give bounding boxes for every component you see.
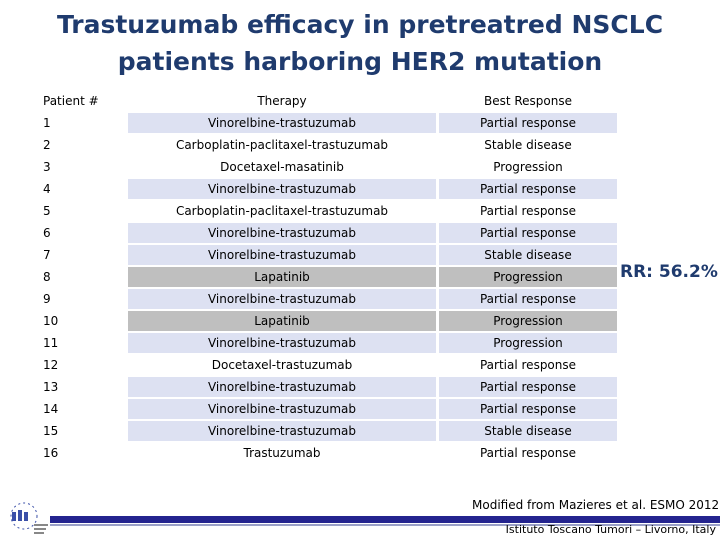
cell-response: Partial response: [479, 358, 577, 372]
table-row: 10 Lapatinib Progression: [25, 311, 617, 331]
cell-response: Partial response: [439, 289, 617, 309]
table-row: 8 Lapatinib Progression: [25, 267, 617, 287]
cell-therapy: Vinorelbine-trastuzumab: [128, 399, 436, 419]
cell-response: Stable disease: [439, 421, 617, 441]
cell-therapy: Vinorelbine-trastuzumab: [128, 377, 436, 397]
cell-response: Partial response: [479, 446, 577, 460]
table-row: 9 Vinorelbine-trastuzumab Partial response: [25, 289, 617, 309]
cell-therapy: Trastuzumab: [243, 446, 321, 460]
cell-patient: 7: [43, 248, 51, 262]
table-row: 16 Trastuzumab Partial response: [25, 443, 617, 463]
cell-response: Partial response: [439, 223, 617, 243]
cell-patient: 9: [43, 292, 51, 306]
table-row: 14 Vinorelbine-trastuzumab Partial respons…: [25, 399, 617, 419]
table-row: 12 Docetaxel-trastuzumab Partial response: [25, 355, 617, 375]
cell-response: Partial response: [479, 204, 577, 218]
table-header-row: Patient # Therapy Best Response: [25, 91, 617, 111]
cell-response: Partial response: [439, 179, 617, 199]
cell-patient: 2: [43, 138, 51, 152]
cell-response: Partial response: [439, 399, 617, 419]
cell-therapy: Docetaxel-masatinib: [220, 160, 344, 174]
cell-therapy: Carboplatin-paclitaxel-trastuzumab: [175, 204, 389, 218]
cell-therapy: Vinorelbine-trastuzumab: [128, 245, 436, 265]
cell-patient: 4: [43, 182, 51, 196]
table-row: 11 Vinorelbine-trastuzumab Progression: [25, 333, 617, 353]
cell-response: Partial response: [439, 377, 617, 397]
source-note: Modified from Mazieres et al. ESMO 2012: [472, 498, 720, 512]
table-row: 1 Vinorelbine-trastuzumab Partial response: [25, 113, 617, 133]
cell-patient: 5: [43, 204, 51, 218]
table-row: 7 Vinorelbine-trastuzumab Stable disease: [25, 245, 617, 265]
cell-patient: 12: [43, 358, 59, 372]
table-row: 6 Vinorelbine-trastuzumab Partial response: [25, 223, 617, 243]
cell-response: Progression: [439, 311, 617, 331]
table-row: 15 Vinorelbine-trastuzumab Stable disease: [25, 421, 617, 441]
cell-response: Stable disease: [484, 138, 572, 152]
cell-response: Partial response: [439, 113, 617, 133]
table-row: 4 Vinorelbine-trastuzumab Partial response: [25, 179, 617, 199]
cell-therapy: Lapatinib: [128, 267, 436, 287]
cell-response: Progression: [493, 160, 563, 174]
cell-patient: 15: [43, 424, 59, 438]
cell-patient: 1: [43, 116, 51, 130]
table-row: 13 Vinorelbine-trastuzumab Partial respons…: [25, 377, 617, 397]
cell-therapy: Lapatinib: [128, 311, 436, 331]
table-row: 3 Docetaxel-masatinib Progression: [25, 157, 617, 177]
cell-therapy: Vinorelbine-trastuzumab: [128, 333, 436, 353]
cell-patient: 6: [43, 226, 51, 240]
cell-therapy: Vinorelbine-trastuzumab: [128, 113, 436, 133]
cell-response: Progression: [439, 333, 617, 353]
slide-title: Trastuzumab efficacy in pretreatred NSCL…: [0, 6, 720, 80]
cell-therapy: Vinorelbine-trastuzumab: [128, 179, 436, 199]
cell-therapy: Vinorelbine-trastuzumab: [128, 223, 436, 243]
table-row: 5 Carboplatin-paclitaxel-trastuzumab Parti…: [25, 201, 617, 221]
footer-divider: [50, 524, 720, 526]
cell-response: Progression: [439, 267, 617, 287]
header-response: Best Response: [483, 94, 573, 108]
header-therapy: Therapy: [257, 94, 307, 108]
cell-response: Stable disease: [439, 245, 617, 265]
institute-name: Istituto Toscano Tumori – Livorno, Italy: [505, 523, 716, 536]
results-table: Patient # Therapy Best Response 1 Vinorel…: [22, 89, 620, 465]
cell-patient: 11: [43, 336, 59, 350]
title-line-2: patients harboring HER2 mutation: [117, 47, 603, 76]
footer-bar: [50, 516, 720, 523]
cell-patient: 8: [43, 270, 51, 284]
table-row: 2 Carboplatin-paclitaxel-trastuzumab Stabl…: [25, 135, 617, 155]
cell-patient: 10: [43, 314, 59, 328]
cell-therapy: Vinorelbine-trastuzumab: [128, 289, 436, 309]
header-patient: Patient #: [43, 94, 99, 108]
institute-logo-icon: [10, 502, 48, 534]
cell-patient: 3: [43, 160, 51, 174]
cell-patient: 16: [43, 446, 59, 460]
cell-patient: 14: [43, 402, 59, 416]
response-rate-label: RR: 56.2%: [620, 262, 718, 282]
cell-therapy: Docetaxel-trastuzumab: [211, 358, 353, 372]
title-line-1: Trastuzumab efficacy in pretreatred NSCL…: [56, 10, 664, 39]
cell-therapy: Carboplatin-paclitaxel-trastuzumab: [175, 138, 389, 152]
cell-patient: 13: [43, 380, 59, 394]
table-body: 1 Vinorelbine-trastuzumab Partial response…: [25, 113, 617, 463]
cell-therapy: Vinorelbine-trastuzumab: [128, 421, 436, 441]
